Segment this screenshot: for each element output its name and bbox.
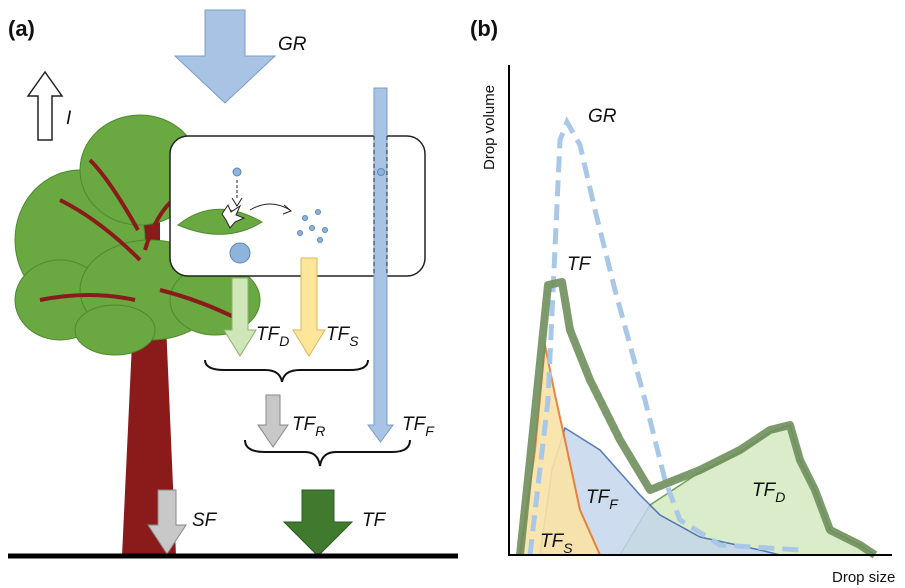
label: TF <box>362 510 387 531</box>
arrow-gr <box>175 10 275 103</box>
arrow-tf <box>284 490 352 556</box>
label-part: R <box>315 423 325 439</box>
label-part: TF <box>326 324 351 345</box>
y-axis-label: Drop volume <box>481 85 498 170</box>
label-part: F <box>609 496 619 512</box>
label-part: D <box>775 489 785 505</box>
label-part: F <box>425 423 435 439</box>
panel-label: (b) <box>470 16 498 41</box>
shape <box>75 305 155 355</box>
shape <box>323 228 328 233</box>
drop <box>233 168 241 176</box>
arrow-tf-r <box>258 395 288 447</box>
curve-label: TF <box>567 254 592 275</box>
panel-a: (a) GR <box>8 10 458 556</box>
label: TFS <box>326 324 359 349</box>
shape <box>298 231 303 236</box>
label-part: TF <box>586 487 611 508</box>
label-part: TF <box>256 324 281 345</box>
label: GR <box>278 34 307 55</box>
x-axis-label: Drop size <box>832 569 895 586</box>
label-part: TF <box>402 414 427 435</box>
label-part: S <box>563 540 573 556</box>
shape <box>303 216 308 221</box>
label-part: S <box>349 333 359 349</box>
shape <box>318 238 323 243</box>
label: TFD <box>256 324 289 349</box>
label-part: TF <box>540 531 565 552</box>
brace <box>245 440 410 466</box>
panel-label: (a) <box>8 16 35 41</box>
label-part: TF <box>292 414 317 435</box>
figure: (a) GR <box>0 0 905 588</box>
brace <box>205 360 368 382</box>
label: TFR <box>292 414 325 439</box>
drop <box>230 243 250 263</box>
label: TFF <box>402 414 435 439</box>
label-part: D <box>279 333 289 349</box>
label: SF <box>192 510 218 531</box>
arrow-i <box>28 72 62 140</box>
drop <box>378 169 385 176</box>
label-part: TF <box>752 480 777 501</box>
label: I <box>66 108 72 129</box>
shape <box>310 226 315 231</box>
curve-label: GR <box>588 106 617 127</box>
panel-b: (b) Drop volume Drop size GR TF TFF TFD … <box>470 16 895 586</box>
shape <box>316 210 321 215</box>
